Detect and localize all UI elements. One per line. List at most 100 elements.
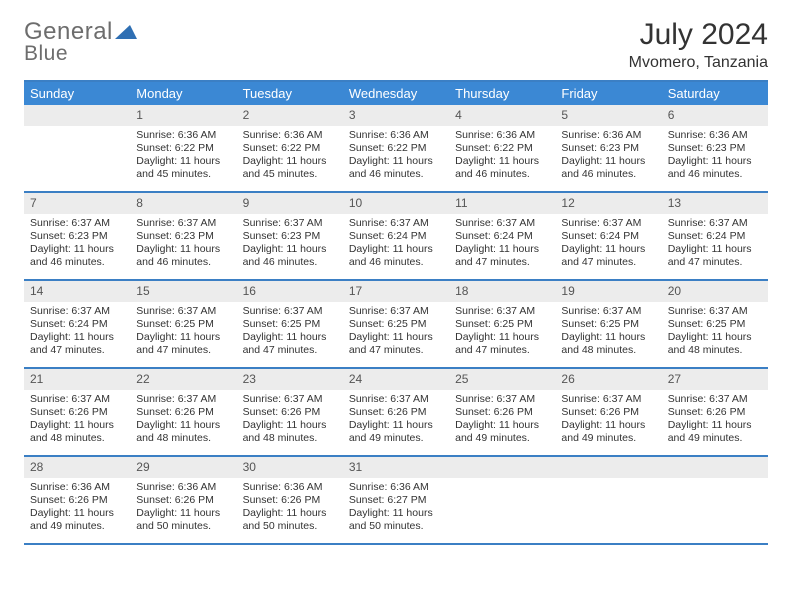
sunset-text: Sunset: 6:25 PM — [349, 318, 443, 331]
day-cell: Sunrise: 6:37 AMSunset: 6:24 PMDaylight:… — [24, 302, 130, 368]
day-number: 7 — [24, 192, 130, 214]
day-content-row: Sunrise: 6:37 AMSunset: 6:23 PMDaylight:… — [24, 214, 768, 280]
day-cell: Sunrise: 6:37 AMSunset: 6:25 PMDaylight:… — [343, 302, 449, 368]
day-number: 19 — [555, 280, 661, 302]
daylight-text: Daylight: 11 hours and 47 minutes. — [668, 243, 762, 269]
sunset-text: Sunset: 6:24 PM — [349, 230, 443, 243]
day-cell: Sunrise: 6:37 AMSunset: 6:23 PMDaylight:… — [24, 214, 130, 280]
day-cell: Sunrise: 6:37 AMSunset: 6:25 PMDaylight:… — [555, 302, 661, 368]
daylight-text: Daylight: 11 hours and 46 minutes. — [561, 155, 655, 181]
day-number: 25 — [449, 368, 555, 390]
sunset-text: Sunset: 6:26 PM — [243, 406, 337, 419]
weekday-header: Tuesday — [237, 81, 343, 105]
logo-text: General Blue — [24, 18, 137, 66]
sunrise-text: Sunrise: 6:37 AM — [136, 217, 230, 230]
weekday-header: Thursday — [449, 81, 555, 105]
day-cell: Sunrise: 6:37 AMSunset: 6:26 PMDaylight:… — [662, 390, 768, 456]
day-cell: Sunrise: 6:36 AMSunset: 6:22 PMDaylight:… — [343, 126, 449, 192]
daylight-text: Daylight: 11 hours and 49 minutes. — [455, 419, 549, 445]
day-number: 27 — [662, 368, 768, 390]
day-number: 28 — [24, 456, 130, 478]
day-cell: Sunrise: 6:36 AMSunset: 6:22 PMDaylight:… — [237, 126, 343, 192]
daylight-text: Daylight: 11 hours and 46 minutes. — [349, 155, 443, 181]
weekday-header: Wednesday — [343, 81, 449, 105]
day-number: 17 — [343, 280, 449, 302]
daylight-text: Daylight: 11 hours and 46 minutes. — [668, 155, 762, 181]
day-number: 9 — [237, 192, 343, 214]
day-cell: Sunrise: 6:37 AMSunset: 6:26 PMDaylight:… — [555, 390, 661, 456]
day-number: 5 — [555, 105, 661, 126]
logo: General Blue — [24, 18, 137, 66]
day-number: 12 — [555, 192, 661, 214]
sunset-text: Sunset: 6:23 PM — [30, 230, 124, 243]
sunrise-text: Sunrise: 6:36 AM — [136, 129, 230, 142]
daylight-text: Daylight: 11 hours and 46 minutes. — [30, 243, 124, 269]
daylight-text: Daylight: 11 hours and 47 minutes. — [349, 331, 443, 357]
weekday-header: Sunday — [24, 81, 130, 105]
day-cell: Sunrise: 6:37 AMSunset: 6:24 PMDaylight:… — [662, 214, 768, 280]
day-number: 10 — [343, 192, 449, 214]
sunset-text: Sunset: 6:25 PM — [561, 318, 655, 331]
day-cell: Sunrise: 6:37 AMSunset: 6:25 PMDaylight:… — [237, 302, 343, 368]
daylight-text: Daylight: 11 hours and 49 minutes. — [30, 507, 124, 533]
sunset-text: Sunset: 6:26 PM — [30, 494, 124, 507]
sunrise-text: Sunrise: 6:37 AM — [30, 217, 124, 230]
day-cell: Sunrise: 6:36 AMSunset: 6:26 PMDaylight:… — [24, 478, 130, 544]
daylight-text: Daylight: 11 hours and 50 minutes. — [243, 507, 337, 533]
sunset-text: Sunset: 6:22 PM — [455, 142, 549, 155]
sunrise-text: Sunrise: 6:37 AM — [30, 393, 124, 406]
logo-triangle-icon — [115, 23, 137, 39]
day-cell: Sunrise: 6:37 AMSunset: 6:26 PMDaylight:… — [24, 390, 130, 456]
sunrise-text: Sunrise: 6:37 AM — [668, 217, 762, 230]
sunrise-text: Sunrise: 6:36 AM — [30, 481, 124, 494]
daylight-text: Daylight: 11 hours and 45 minutes. — [136, 155, 230, 181]
daylight-text: Daylight: 11 hours and 47 minutes. — [561, 243, 655, 269]
day-cell: Sunrise: 6:37 AMSunset: 6:25 PMDaylight:… — [130, 302, 236, 368]
day-number: 1 — [130, 105, 236, 126]
day-number-row: 28293031 — [24, 456, 768, 478]
sunrise-text: Sunrise: 6:37 AM — [136, 393, 230, 406]
sunrise-text: Sunrise: 6:37 AM — [349, 393, 443, 406]
sunrise-text: Sunrise: 6:36 AM — [561, 129, 655, 142]
day-number: 2 — [237, 105, 343, 126]
daylight-text: Daylight: 11 hours and 48 minutes. — [243, 419, 337, 445]
daylight-text: Daylight: 11 hours and 50 minutes. — [349, 507, 443, 533]
calendar-table: Sunday Monday Tuesday Wednesday Thursday… — [24, 80, 768, 545]
day-cell — [555, 478, 661, 544]
sunrise-text: Sunrise: 6:36 AM — [136, 481, 230, 494]
day-content-row: Sunrise: 6:36 AMSunset: 6:26 PMDaylight:… — [24, 478, 768, 544]
sunrise-text: Sunrise: 6:36 AM — [455, 129, 549, 142]
logo-word-2: Blue — [24, 42, 137, 66]
month-title: July 2024 — [629, 18, 768, 52]
daylight-text: Daylight: 11 hours and 49 minutes. — [349, 419, 443, 445]
daylight-text: Daylight: 11 hours and 48 minutes. — [561, 331, 655, 357]
day-cell — [662, 478, 768, 544]
day-content-row: Sunrise: 6:37 AMSunset: 6:24 PMDaylight:… — [24, 302, 768, 368]
sunrise-text: Sunrise: 6:37 AM — [243, 393, 337, 406]
sunrise-text: Sunrise: 6:37 AM — [455, 393, 549, 406]
sunrise-text: Sunrise: 6:37 AM — [243, 217, 337, 230]
daylight-text: Daylight: 11 hours and 47 minutes. — [243, 331, 337, 357]
day-number: 18 — [449, 280, 555, 302]
sunset-text: Sunset: 6:25 PM — [455, 318, 549, 331]
sunrise-text: Sunrise: 6:36 AM — [243, 129, 337, 142]
day-number-row: 123456 — [24, 105, 768, 126]
sunset-text: Sunset: 6:26 PM — [243, 494, 337, 507]
daylight-text: Daylight: 11 hours and 46 minutes. — [349, 243, 443, 269]
day-number: 15 — [130, 280, 236, 302]
day-number-row: 78910111213 — [24, 192, 768, 214]
sunset-text: Sunset: 6:24 PM — [455, 230, 549, 243]
day-number: 24 — [343, 368, 449, 390]
sunrise-text: Sunrise: 6:37 AM — [668, 393, 762, 406]
day-number: 13 — [662, 192, 768, 214]
sunrise-text: Sunrise: 6:37 AM — [30, 305, 124, 318]
day-number: 3 — [343, 105, 449, 126]
day-cell: Sunrise: 6:37 AMSunset: 6:25 PMDaylight:… — [449, 302, 555, 368]
sunrise-text: Sunrise: 6:36 AM — [349, 129, 443, 142]
day-cell: Sunrise: 6:36 AMSunset: 6:26 PMDaylight:… — [237, 478, 343, 544]
day-number: 20 — [662, 280, 768, 302]
sunset-text: Sunset: 6:25 PM — [243, 318, 337, 331]
sunrise-text: Sunrise: 6:36 AM — [668, 129, 762, 142]
day-number: 11 — [449, 192, 555, 214]
sunset-text: Sunset: 6:24 PM — [668, 230, 762, 243]
